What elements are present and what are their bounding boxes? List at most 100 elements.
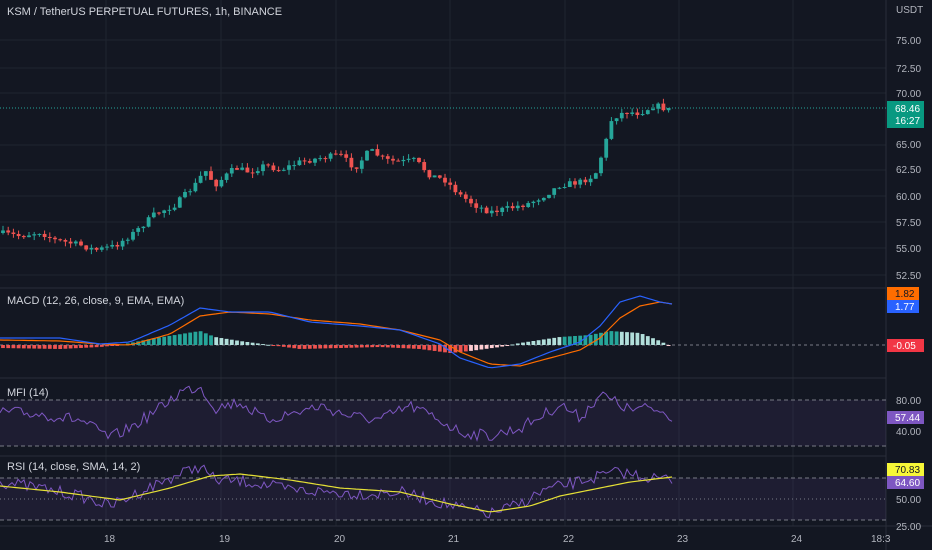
candle-body bbox=[172, 207, 177, 210]
rsi-ma-badge: 70.83 bbox=[887, 463, 924, 476]
macd-histogram-bar bbox=[53, 345, 57, 349]
symbol-title[interactable]: KSM / TetherUS PERPETUAL FUTURES, 1h, BI… bbox=[7, 6, 283, 18]
macd-histogram-bar bbox=[84, 345, 89, 348]
rsi-legend[interactable]: RSI (14, close, SMA, 14, 2) bbox=[7, 461, 141, 473]
macd-histogram-bar bbox=[209, 335, 213, 345]
candle-body bbox=[661, 103, 666, 111]
macd-histogram-bar bbox=[224, 338, 229, 345]
candle-body bbox=[11, 232, 16, 234]
macd-histogram-bar bbox=[349, 345, 354, 348]
candle-body bbox=[536, 200, 541, 202]
rsi-tick: 50.00 bbox=[896, 495, 921, 506]
macd-histogram-bar bbox=[656, 340, 661, 345]
mfi-band bbox=[0, 400, 886, 446]
candle-body bbox=[557, 187, 562, 189]
candle-body bbox=[313, 158, 317, 163]
macd-hist-value: -0.05 bbox=[893, 341, 916, 352]
macd-histogram-bar bbox=[21, 345, 26, 349]
macd-histogram-bar bbox=[474, 345, 479, 351]
candle-body bbox=[32, 234, 37, 236]
macd-histogram-bar bbox=[203, 333, 208, 345]
macd-histogram-bar bbox=[214, 337, 219, 345]
candle-body bbox=[339, 153, 343, 155]
macd-hist-badge: -0.05 bbox=[887, 339, 924, 352]
candle-body bbox=[16, 233, 21, 237]
macd-histogram-bar bbox=[250, 342, 255, 345]
candle-body bbox=[198, 175, 203, 183]
macd-histogram-bar bbox=[599, 332, 603, 345]
price-axis[interactable]: USDT 75.00 72.50 70.00 65.00 62.50 60.00… bbox=[896, 5, 923, 533]
candle-body bbox=[479, 207, 484, 209]
candle-body bbox=[42, 233, 47, 237]
macd-histogram-bar bbox=[443, 345, 447, 353]
macd-histogram-bar bbox=[115, 345, 120, 346]
macd-histogram-bar bbox=[255, 343, 260, 345]
rsi-ma-line bbox=[0, 473, 673, 513]
macd-histogram-bar bbox=[469, 345, 473, 351]
candle-body bbox=[583, 179, 588, 183]
rsi-ma-value: 70.83 bbox=[895, 465, 920, 476]
macd-histogram-bar bbox=[183, 333, 187, 345]
candle-body bbox=[115, 244, 120, 247]
macd-histogram-bar bbox=[105, 345, 109, 347]
macd-histogram-bar bbox=[552, 337, 557, 345]
macd-histogram-bar bbox=[437, 345, 442, 352]
price-tick: 60.00 bbox=[896, 192, 921, 203]
macd-histogram-bar bbox=[146, 339, 151, 345]
candle-body bbox=[500, 207, 505, 213]
candle-body bbox=[167, 209, 172, 211]
mfi-tick: 40.00 bbox=[896, 427, 921, 438]
macd-legend[interactable]: MACD (12, 26, close, 9, EMA, EMA) bbox=[7, 295, 185, 307]
candle-body bbox=[344, 154, 349, 158]
macd-histogram-bar bbox=[396, 345, 401, 348]
macd-histogram-bar bbox=[63, 345, 68, 349]
macd-histogram-bar bbox=[11, 345, 16, 349]
candle-body bbox=[427, 170, 432, 178]
candle-body bbox=[120, 240, 125, 247]
rsi-line bbox=[0, 464, 673, 519]
candle-body bbox=[261, 164, 265, 172]
macd-histogram-bar bbox=[510, 344, 515, 346]
macd-histogram-bar bbox=[6, 345, 11, 349]
candlestick-series bbox=[1, 98, 671, 255]
macd-histogram-bar bbox=[557, 337, 562, 345]
candle-body bbox=[666, 107, 671, 111]
macd-histogram-bar bbox=[567, 336, 572, 345]
candle-body bbox=[375, 149, 380, 156]
macd-histogram-bar bbox=[604, 331, 609, 345]
candle-body bbox=[635, 112, 640, 116]
macd-histogram-bar bbox=[489, 345, 494, 349]
candle-body bbox=[292, 165, 297, 167]
candle-body bbox=[141, 226, 146, 229]
price-tick: 55.00 bbox=[896, 244, 921, 255]
candle-body bbox=[235, 168, 239, 170]
candle-body bbox=[307, 161, 312, 163]
candle-body bbox=[640, 114, 645, 116]
candle-body bbox=[573, 181, 577, 185]
macd-histogram-bar bbox=[94, 345, 99, 348]
macd-histogram-bar bbox=[380, 345, 385, 348]
candle-body bbox=[125, 239, 130, 241]
macd-histogram-bar bbox=[625, 332, 629, 345]
candle-body bbox=[323, 158, 328, 160]
macd-histogram-bar bbox=[359, 345, 364, 348]
macd-histogram-bar bbox=[541, 339, 546, 345]
macd-histogram-bar bbox=[562, 336, 567, 345]
macd-signal-value: 1.82 bbox=[895, 289, 915, 300]
mfi-badge: 57.44 bbox=[887, 411, 924, 424]
macd-histogram-bar bbox=[630, 332, 635, 345]
candle-body bbox=[27, 235, 31, 238]
macd-histogram-bar bbox=[515, 343, 520, 345]
mfi-legend[interactable]: MFI (14) bbox=[7, 387, 49, 399]
time-tick: 20 bbox=[334, 534, 346, 545]
candle-body bbox=[651, 108, 655, 111]
macd-histogram-bar bbox=[573, 336, 577, 345]
candle-body bbox=[552, 188, 557, 195]
macd-histogram-bar bbox=[411, 345, 416, 349]
candle-body bbox=[505, 206, 510, 208]
macd-histogram-bar bbox=[479, 345, 484, 350]
time-axis[interactable]: 18 19 20 21 22 23 24 18:3 bbox=[104, 534, 891, 545]
time-tick: 19 bbox=[219, 534, 231, 545]
last-price-value: 68.46 bbox=[895, 104, 920, 115]
